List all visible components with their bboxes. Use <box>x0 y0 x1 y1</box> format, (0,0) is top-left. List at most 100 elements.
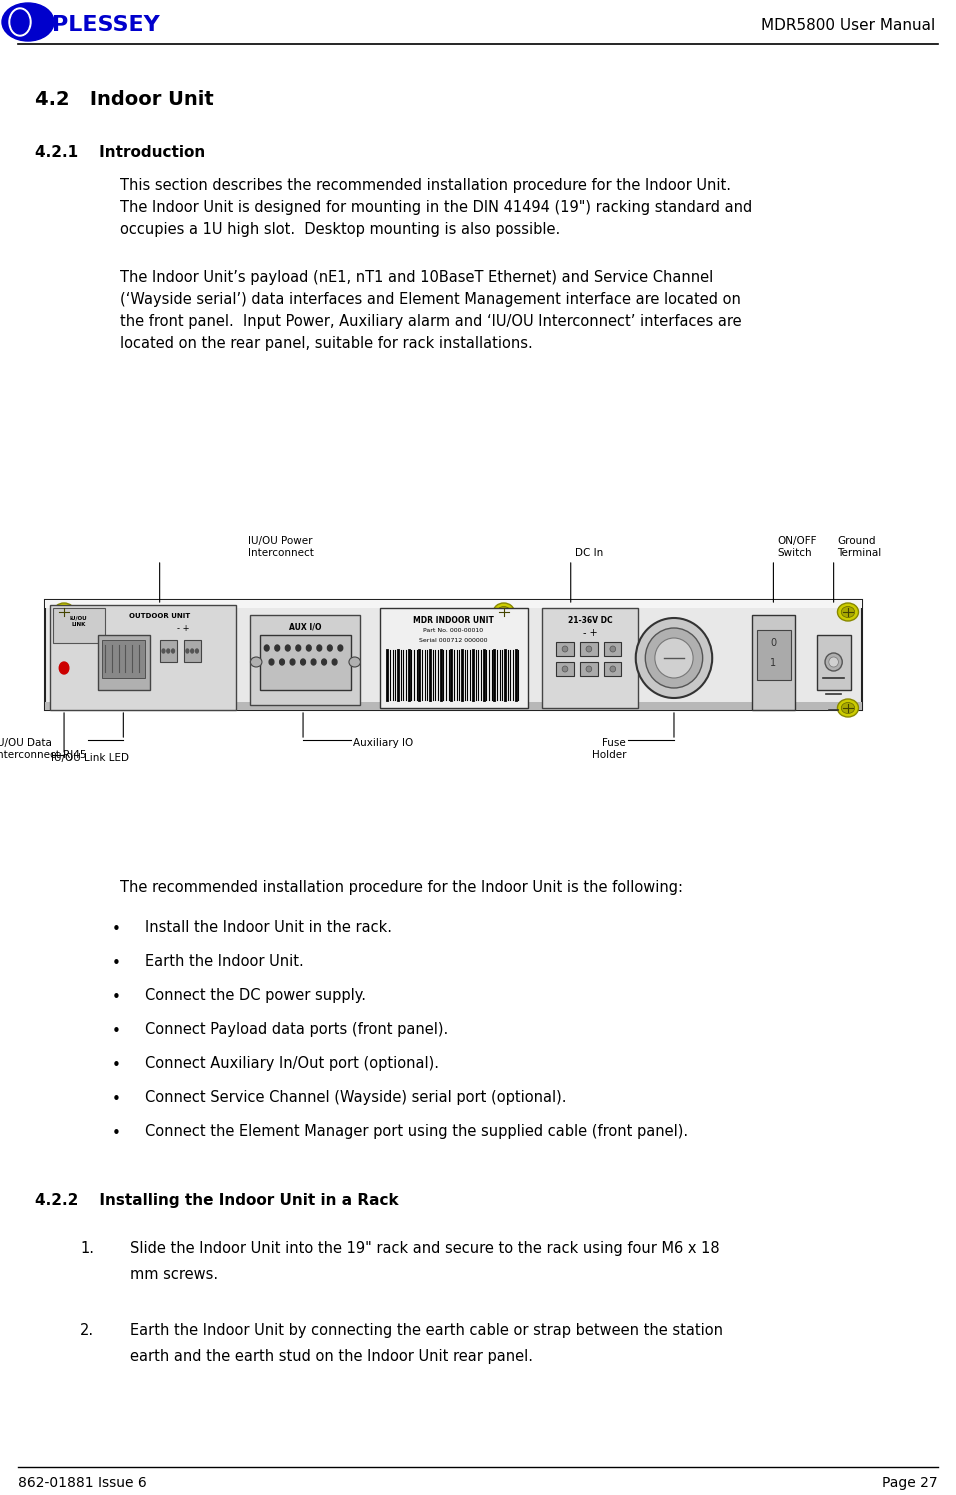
Ellipse shape <box>825 653 842 671</box>
Ellipse shape <box>655 638 693 679</box>
Ellipse shape <box>829 656 838 667</box>
Ellipse shape <box>54 602 75 620</box>
Ellipse shape <box>280 659 285 665</box>
Ellipse shape <box>167 649 170 653</box>
Ellipse shape <box>837 602 858 620</box>
Ellipse shape <box>333 659 337 665</box>
Text: 0: 0 <box>771 638 776 647</box>
Bar <box>98 635 150 691</box>
Text: 4.2.1    Introduction: 4.2.1 Introduction <box>35 145 206 160</box>
Text: The Indoor Unit’s payload (nE1, nT1 and 10BaseT Ethernet) and Service Channel: The Indoor Unit’s payload (nE1, nT1 and … <box>120 271 713 286</box>
Text: •: • <box>112 1126 120 1141</box>
Text: Page 27: Page 27 <box>882 1476 938 1491</box>
Bar <box>580 641 598 656</box>
Ellipse shape <box>497 607 511 617</box>
Text: •: • <box>112 990 120 1005</box>
Text: MDR5800 User Manual: MDR5800 User Manual <box>761 18 935 33</box>
Ellipse shape <box>562 665 568 671</box>
Text: This section describes the recommended installation procedure for the Indoor Uni: This section describes the recommended i… <box>120 178 731 193</box>
Ellipse shape <box>57 607 71 617</box>
Ellipse shape <box>300 659 306 665</box>
Bar <box>45 599 862 710</box>
Text: The Indoor Unit is designed for mounting in the DIN 41494 (19") racking standard: The Indoor Unit is designed for mounting… <box>120 200 752 215</box>
Text: DC In: DC In <box>575 549 603 558</box>
Text: Fuse
Holder: Fuse Holder <box>592 739 626 759</box>
Text: Earth the Indoor Unit by connecting the earth cable or strap between the station: Earth the Indoor Unit by connecting the … <box>130 1323 723 1338</box>
Text: Ground
Terminal: Ground Terminal <box>837 537 881 558</box>
Text: •: • <box>112 922 120 937</box>
Text: - +: - + <box>177 623 190 632</box>
Text: Part No. 000-00010: Part No. 000-00010 <box>424 628 483 632</box>
Text: The recommended installation procedure for the Indoor Unit is the following:: The recommended installation procedure f… <box>120 881 683 896</box>
Text: Connect Payload data ports (front panel).: Connect Payload data ports (front panel)… <box>145 1023 448 1038</box>
Text: 4.2   Indoor Unit: 4.2 Indoor Unit <box>35 90 214 109</box>
Ellipse shape <box>321 659 327 665</box>
Bar <box>184 640 201 662</box>
Text: (‘Wayside serial’) data interfaces and Element Management interface are located : (‘Wayside serial’) data interfaces and E… <box>120 292 741 306</box>
Text: ON/OFF
Switch: ON/OFF Switch <box>777 537 816 558</box>
Ellipse shape <box>586 665 592 671</box>
Text: 1: 1 <box>771 658 776 668</box>
Text: Serial 000712 000000: Serial 000712 000000 <box>419 638 488 643</box>
Bar <box>604 641 621 656</box>
Ellipse shape <box>841 607 855 617</box>
Ellipse shape <box>59 662 69 674</box>
Ellipse shape <box>190 649 193 653</box>
Bar <box>757 629 791 680</box>
Ellipse shape <box>2 3 54 40</box>
Ellipse shape <box>586 646 592 652</box>
Text: the front panel.  Input Power, Auxiliary alarm and ‘IU/OU Interconnect’ interfac: the front panel. Input Power, Auxiliary … <box>120 314 742 329</box>
Ellipse shape <box>250 656 262 667</box>
Ellipse shape <box>636 617 712 698</box>
Ellipse shape <box>172 649 174 653</box>
Ellipse shape <box>327 644 333 650</box>
Text: IU/OU Data
Interconnect RJ45: IU/OU Data Interconnect RJ45 <box>0 739 86 759</box>
Bar <box>50 605 236 710</box>
Bar <box>604 662 621 676</box>
Text: Connect Auxiliary In/Out port (optional).: Connect Auxiliary In/Out port (optional)… <box>145 1055 439 1070</box>
Ellipse shape <box>306 644 311 650</box>
Ellipse shape <box>610 646 616 652</box>
Text: located on the rear panel, suitable for rack installations.: located on the rear panel, suitable for … <box>120 336 532 351</box>
Bar <box>380 608 528 709</box>
Text: 1.: 1. <box>80 1241 94 1256</box>
Ellipse shape <box>11 10 29 34</box>
Ellipse shape <box>162 649 164 653</box>
Text: MDR INDOOR UNIT: MDR INDOOR UNIT <box>413 616 493 625</box>
Text: Connect Service Channel (Wayside) serial port (optional).: Connect Service Channel (Wayside) serial… <box>145 1090 567 1105</box>
Text: IU/OU Link LED: IU/OU Link LED <box>51 753 129 762</box>
Text: •: • <box>112 1024 120 1039</box>
Text: Install the Indoor Unit in the rack.: Install the Indoor Unit in the rack. <box>145 919 392 934</box>
Text: Slide the Indoor Unit into the 19" rack and secure to the rack using four M6 x 1: Slide the Indoor Unit into the 19" rack … <box>130 1241 720 1256</box>
Ellipse shape <box>493 602 514 620</box>
Ellipse shape <box>286 644 291 650</box>
Ellipse shape <box>291 659 294 665</box>
Bar <box>260 635 351 691</box>
Text: OUTDOOR UNIT: OUTDOOR UNIT <box>129 613 190 619</box>
Bar <box>45 599 862 608</box>
Text: IU/OU: IU/OU <box>70 614 87 620</box>
Bar <box>817 635 851 691</box>
Ellipse shape <box>186 649 189 653</box>
Text: AUX I/O: AUX I/O <box>289 622 321 631</box>
Ellipse shape <box>196 649 199 653</box>
Bar <box>542 608 638 709</box>
Text: Connect the Element Manager port using the supplied cable (front panel).: Connect the Element Manager port using t… <box>145 1124 688 1139</box>
Ellipse shape <box>9 7 31 36</box>
Bar <box>45 703 862 710</box>
Bar <box>752 614 795 710</box>
Bar <box>53 608 105 643</box>
Text: mm screws.: mm screws. <box>130 1266 218 1283</box>
Text: occupies a 1U high slot.  Desktop mounting is also possible.: occupies a 1U high slot. Desktop mountin… <box>120 221 560 238</box>
Text: 2.: 2. <box>80 1323 94 1338</box>
Text: 862-01881 Issue 6: 862-01881 Issue 6 <box>18 1476 147 1491</box>
Text: LINK: LINK <box>71 622 86 626</box>
Ellipse shape <box>275 644 279 650</box>
Ellipse shape <box>349 656 360 667</box>
Bar <box>160 640 177 662</box>
Text: Connect the DC power supply.: Connect the DC power supply. <box>145 988 366 1003</box>
Text: •: • <box>112 955 120 970</box>
Bar <box>250 614 360 706</box>
Ellipse shape <box>610 665 616 671</box>
Text: 21-36V DC: 21-36V DC <box>568 616 612 625</box>
